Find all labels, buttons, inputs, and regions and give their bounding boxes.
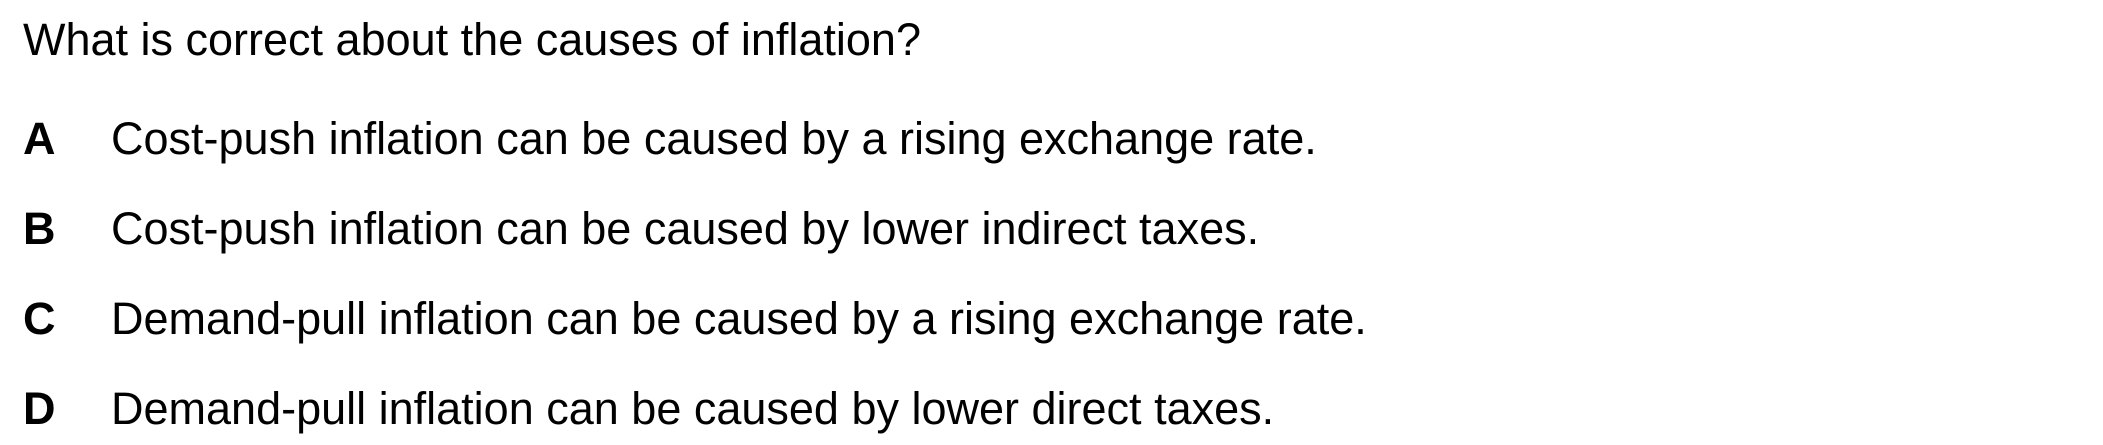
option-text: Cost-push inflation can be caused by low… [111,203,1260,254]
option-d[interactable]: D Demand-pull inflation can be caused by… [0,379,2103,439]
question-text: What is correct about the causes of infl… [23,14,921,65]
option-b[interactable]: B Cost-push inflation can be caused by l… [0,199,2103,259]
option-text: Demand-pull inflation can be caused by a… [111,293,1367,344]
option-a[interactable]: A Cost-push inflation can be caused by a… [0,109,2103,169]
option-letter: A [23,113,56,164]
option-letter: B [23,203,56,254]
option-letter: C [23,293,56,344]
option-text: Demand-pull inflation can be caused by l… [111,383,1275,434]
option-letter: D [23,383,56,434]
option-text: Cost-push inflation can be caused by a r… [111,113,1317,164]
option-c[interactable]: C Demand-pull inflation can be caused by… [0,289,2103,349]
